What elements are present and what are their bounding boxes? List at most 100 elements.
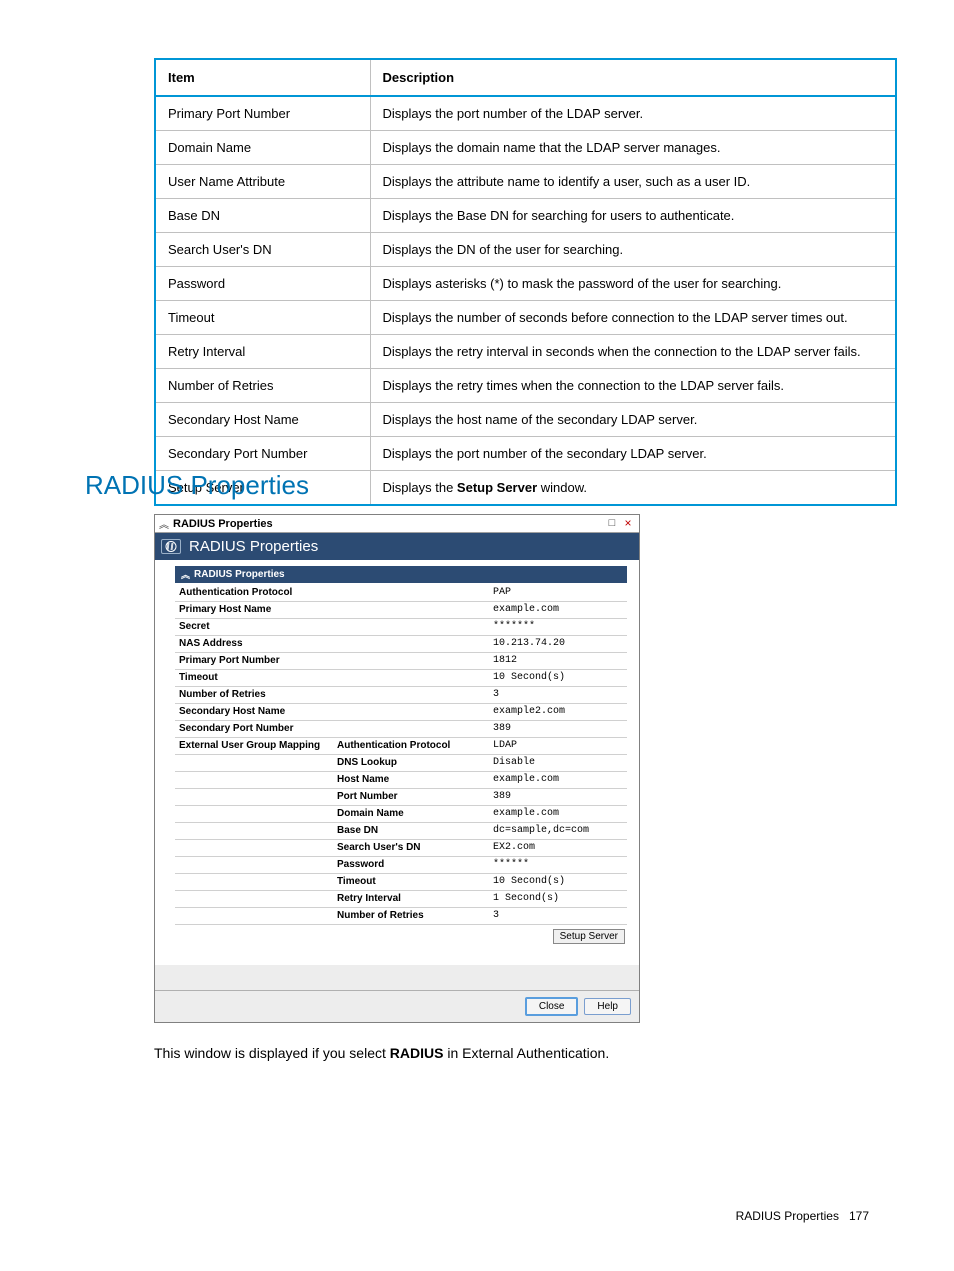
property-label-1: Number of Retries: [179, 688, 337, 702]
property-value: Disable: [493, 756, 627, 770]
property-label-1: [179, 875, 337, 889]
table-cell-item: Retry Interval: [155, 335, 370, 369]
property-label-2: [337, 654, 493, 668]
property-value: example.com: [493, 603, 627, 617]
property-label-1: [179, 858, 337, 872]
property-value: 1812: [493, 654, 627, 668]
property-label-1: [179, 756, 337, 770]
property-row: External User Group MappingAuthenticatio…: [175, 738, 627, 755]
property-label-1: Secret: [179, 620, 337, 634]
table-cell-item: User Name Attribute: [155, 165, 370, 199]
property-value: dc=sample,dc=com: [493, 824, 627, 838]
table-cell-desc: Displays the domain name that the LDAP s…: [370, 131, 896, 165]
property-label-2: [337, 722, 493, 736]
ldap-properties-table: Item Description Primary Port NumberDisp…: [154, 58, 897, 506]
radius-properties-dialog: ︽ RADIUS Properties □ × RADIUS Propertie…: [154, 514, 640, 1023]
property-value: example2.com: [493, 705, 627, 719]
table-cell-item: Domain Name: [155, 131, 370, 165]
panel-header[interactable]: ︽ RADIUS Properties: [175, 566, 627, 583]
dialog-titlebar[interactable]: ︽ RADIUS Properties □ ×: [155, 515, 639, 533]
property-label-2: [337, 586, 493, 600]
table-row: PasswordDisplays asterisks (*) to mask t…: [155, 267, 896, 301]
property-row: Domain Nameexample.com: [175, 806, 627, 823]
panel-collapse-icon[interactable]: ︽: [181, 568, 190, 581]
property-label-2: Retry Interval: [337, 892, 493, 906]
property-label-2: [337, 705, 493, 719]
table-row: Search User's DNDisplays the DN of the u…: [155, 233, 896, 267]
property-value: 3: [493, 909, 627, 923]
property-value: 10.213.74.20: [493, 637, 627, 651]
caption-bold: RADIUS: [390, 1045, 444, 1061]
dialog-header-title: RADIUS Properties: [189, 538, 318, 555]
panel-title: RADIUS Properties: [194, 569, 285, 580]
table-row: TimeoutDisplays the number of seconds be…: [155, 301, 896, 335]
property-label-1: [179, 909, 337, 923]
table-cell-desc: Displays the host name of the secondary …: [370, 403, 896, 437]
table-cell-desc: Displays the retry times when the connec…: [370, 369, 896, 403]
help-button[interactable]: Help: [584, 998, 631, 1015]
table-header-desc: Description: [370, 59, 896, 96]
table-row: User Name AttributeDisplays the attribut…: [155, 165, 896, 199]
table-row: Number of RetriesDisplays the retry time…: [155, 369, 896, 403]
property-label-2: [337, 603, 493, 617]
property-row: Primary Port Number 1812: [175, 653, 627, 670]
property-value: 3: [493, 688, 627, 702]
table-cell-item: Primary Port Number: [155, 96, 370, 131]
property-label-1: [179, 807, 337, 821]
property-label-1: Secondary Host Name: [179, 705, 337, 719]
property-label-1: Primary Port Number: [179, 654, 337, 668]
dialog-header: RADIUS Properties: [155, 533, 639, 560]
property-row: Retry Interval1 Second(s): [175, 891, 627, 908]
property-label-1: [179, 892, 337, 906]
table-cell-desc: Displays the Setup Server window.: [370, 471, 896, 506]
property-row: Number of Retries 3: [175, 687, 627, 704]
property-value: 10 Second(s): [493, 671, 627, 685]
property-label-2: [337, 688, 493, 702]
table-cell-item: Secondary Host Name: [155, 403, 370, 437]
close-icon[interactable]: ×: [621, 518, 635, 529]
table-cell-desc: Displays the retry interval in seconds w…: [370, 335, 896, 369]
property-row: Secret *******: [175, 619, 627, 636]
property-label-2: [337, 671, 493, 685]
property-row: Port Number389: [175, 789, 627, 806]
property-value: 1 Second(s): [493, 892, 627, 906]
property-row: Primary Host Name example.com: [175, 602, 627, 619]
property-value: 10 Second(s): [493, 875, 627, 889]
property-label-1: External User Group Mapping: [179, 739, 337, 753]
property-label-2: Domain Name: [337, 807, 493, 821]
dialog-body: ︽ RADIUS Properties Authentication Proto…: [155, 560, 639, 965]
property-label-1: Secondary Port Number: [179, 722, 337, 736]
table-cell-desc: Displays the number of seconds before co…: [370, 301, 896, 335]
caption-prefix: This window is displayed if you select: [154, 1045, 390, 1061]
property-value: 389: [493, 790, 627, 804]
property-label-2: [337, 637, 493, 651]
property-label-2: Base DN: [337, 824, 493, 838]
table-cell-desc: Displays the port number of the LDAP ser…: [370, 96, 896, 131]
dialog-footer: Close Help: [155, 990, 639, 1022]
property-label-2: Timeout: [337, 875, 493, 889]
close-button[interactable]: Close: [525, 997, 579, 1016]
property-row: Timeout10 Second(s): [175, 670, 627, 687]
property-label-1: Primary Host Name: [179, 603, 337, 617]
property-label-1: Authentication Protocol: [179, 586, 337, 600]
table-cell-desc: Displays asterisks (*) to mask the passw…: [370, 267, 896, 301]
property-value: *******: [493, 620, 627, 634]
table-row: Secondary Port NumberDisplays the port n…: [155, 437, 896, 471]
section-heading-radius: RADIUS Properties: [85, 470, 309, 501]
table-header-item: Item: [155, 59, 370, 96]
property-value: example.com: [493, 807, 627, 821]
caption-suffix: in External Authentication.: [443, 1045, 609, 1061]
property-row: Base DNdc=sample,dc=com: [175, 823, 627, 840]
property-value: example.com: [493, 773, 627, 787]
property-row: NAS Address10.213.74.20: [175, 636, 627, 653]
maximize-icon[interactable]: □: [605, 518, 619, 529]
table-cell-item: Password: [155, 267, 370, 301]
setup-server-button[interactable]: Setup Server: [553, 929, 625, 944]
property-label-2: [337, 620, 493, 634]
collapse-icon[interactable]: ︽: [159, 516, 169, 531]
property-row: Number of Retries3: [175, 908, 627, 925]
property-row: Authentication ProtocolPAP: [175, 585, 627, 602]
dialog-title: RADIUS Properties: [173, 518, 603, 530]
table-row: Domain NameDisplays the domain name that…: [155, 131, 896, 165]
property-label-2: DNS Lookup: [337, 756, 493, 770]
